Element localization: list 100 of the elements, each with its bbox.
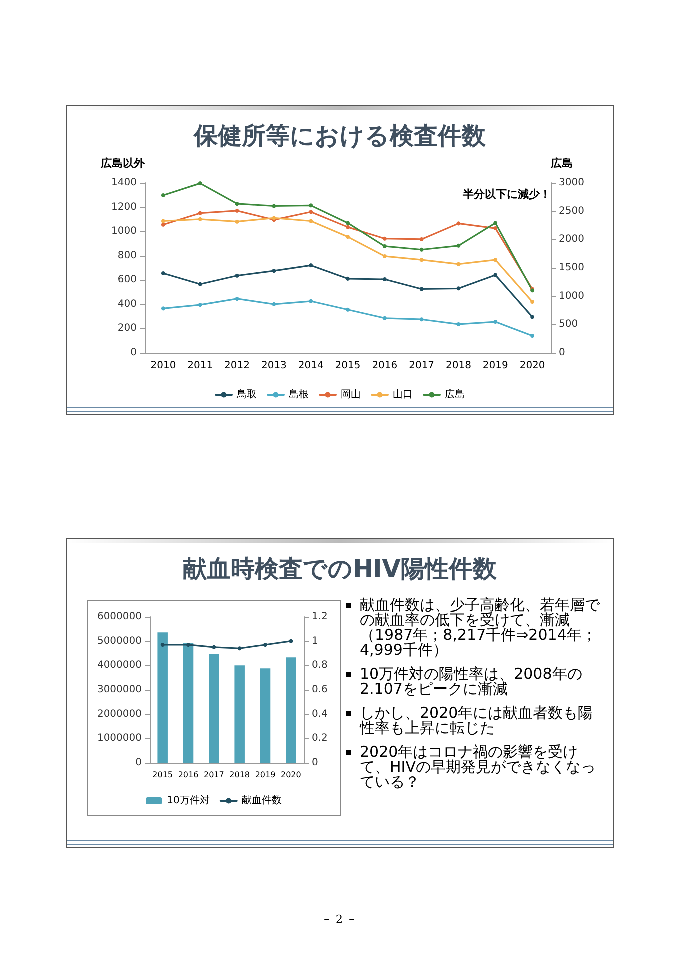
- y-tick-label: 600: [118, 274, 137, 286]
- point: [186, 642, 190, 647]
- x-tick-label: 2010: [150, 360, 176, 372]
- point: [198, 182, 202, 186]
- point: [494, 258, 498, 262]
- y2-axis-title: 広島: [550, 157, 573, 170]
- point: [309, 204, 314, 208]
- bar: [158, 632, 168, 763]
- legend-label: 献血件数: [242, 794, 282, 806]
- point: [494, 226, 498, 231]
- legend-label: 島根: [289, 388, 309, 400]
- y2-tick-label: 1.2: [312, 612, 328, 622]
- y-axis-title: 広島以外: [100, 157, 146, 170]
- point: [382, 254, 387, 258]
- text: － 2 －: [320, 912, 358, 927]
- x-tick-label: 2011: [188, 360, 214, 372]
- y-tick-label: 6000000: [97, 612, 142, 622]
- x-tick-label: 2018: [446, 360, 472, 372]
- x-tick-label: 2019: [255, 770, 276, 780]
- x-tick-label: 2020: [520, 360, 546, 372]
- point: [420, 287, 424, 292]
- legend-label: 広島: [445, 388, 465, 400]
- y-tick-label: 4000000: [97, 660, 142, 672]
- annotation: 半分以下に減少！: [462, 188, 551, 201]
- point: [456, 244, 461, 248]
- y2-tick-label: 0.6: [312, 684, 328, 696]
- point: [235, 296, 240, 301]
- y-tick-label: 0: [130, 348, 137, 358]
- point: [494, 221, 498, 226]
- y2-tick-label: 2500: [559, 206, 584, 217]
- point: [530, 300, 535, 304]
- point: [212, 645, 216, 650]
- point: [382, 278, 387, 282]
- point: [198, 303, 202, 308]
- bar: [234, 666, 245, 763]
- point: [346, 235, 350, 240]
- legend-label: 鳥取: [236, 388, 257, 400]
- point: [161, 271, 166, 276]
- point: [198, 217, 202, 222]
- x-tick-label: 2017: [204, 770, 224, 780]
- point: [235, 208, 240, 213]
- y-tick-label: 1000: [112, 226, 137, 238]
- point: [494, 320, 498, 324]
- text: しかし、2020年には献血者数も陽性率も上昇に転じた: [360, 704, 594, 737]
- bar: [286, 658, 296, 763]
- point: [456, 262, 461, 266]
- y2-tick-label: 3000: [559, 178, 584, 188]
- point: [420, 237, 424, 242]
- x-tick-label: 2012: [224, 360, 250, 372]
- y-tick-label: 800: [118, 250, 137, 262]
- y2-tick-label: 2000: [559, 234, 584, 246]
- text: 10万件対の陽性率は、2008年の2.107をピークに漸減: [360, 665, 584, 698]
- point: [530, 315, 535, 320]
- y-tick-label: 2000000: [97, 708, 142, 720]
- y-tick-label: 0: [136, 758, 142, 768]
- y2-tick-label: 0.4: [312, 708, 328, 720]
- y2-tick-label: 1500: [559, 262, 584, 274]
- y-tick-label: 1400: [112, 178, 137, 188]
- point: [456, 322, 461, 326]
- x-tick-label: 2016: [372, 360, 398, 372]
- x-tick-label: 2013: [261, 360, 287, 372]
- point: [420, 258, 424, 262]
- point: [289, 639, 294, 644]
- x-tick-label: 2017: [409, 360, 435, 372]
- y2-tick-label: 1: [312, 636, 318, 647]
- bar: [183, 643, 194, 763]
- x-tick-label: 2019: [482, 360, 508, 372]
- point: [198, 211, 202, 216]
- y-tick-label: 1000000: [97, 733, 142, 744]
- point: [494, 273, 498, 278]
- legend-label: 岡山: [341, 388, 361, 400]
- point: [346, 221, 350, 226]
- point: [309, 210, 314, 214]
- point: [198, 282, 202, 286]
- point: [382, 316, 387, 320]
- y2-tick-label: 0.2: [312, 733, 328, 744]
- point: [272, 269, 276, 274]
- y2-tick-label: 500: [559, 319, 578, 330]
- y-tick-label: 400: [118, 298, 137, 310]
- x-tick-label: 2016: [178, 770, 199, 780]
- point: [161, 222, 166, 227]
- point: [346, 308, 350, 312]
- point: [161, 193, 166, 198]
- text: 献血件数は、少子高齢化、若年層での献血率の低下を受けて、漸減（1987年；8,217千件⇒2014年；4,999千件）: [360, 596, 602, 659]
- legend-label: 山口: [393, 388, 413, 400]
- point: [238, 646, 242, 651]
- point: [161, 219, 166, 224]
- legend-label: 10万件対: [167, 794, 210, 806]
- chart-title: 保健所等における検査件数: [193, 122, 487, 150]
- text: 2020年はコロナ禍の影響を受けて、HIVの早期発見ができなくなっている？: [360, 743, 597, 791]
- point: [235, 274, 240, 278]
- x-tick-label: 2015: [152, 770, 174, 780]
- point: [264, 642, 268, 647]
- y-tick-label: 3000000: [97, 684, 142, 696]
- y-tick-label: 200: [118, 323, 137, 334]
- x-tick-label: 2018: [230, 770, 250, 780]
- x-tick-label: 2015: [335, 360, 361, 372]
- point: [456, 222, 461, 226]
- point: [235, 202, 240, 206]
- y2-tick-label: 0.8: [312, 660, 328, 672]
